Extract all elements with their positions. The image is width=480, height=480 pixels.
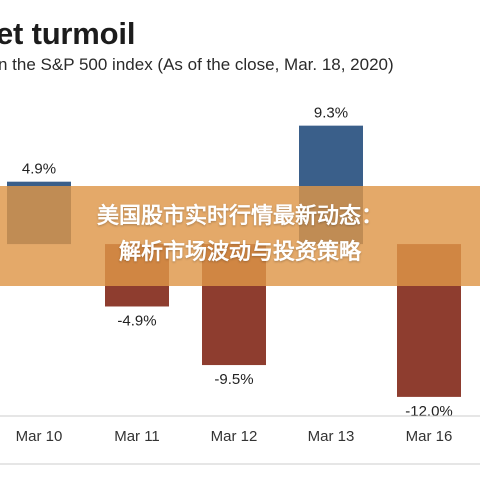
bar-value-label: 9.3% [314, 105, 348, 122]
overlay-headline-line2: 解析市场波动与投资策略 [118, 239, 361, 264]
bar-value-label: -9.5% [214, 371, 253, 388]
overlay-headline-line1: 美国股市实时行情最新动态： [96, 203, 383, 228]
chart-subtitle: n the S&P 500 index (As of the close, Ma… [0, 55, 394, 74]
bar-value-label: -4.9% [117, 312, 156, 329]
overlay-banner [0, 186, 480, 286]
bar-value-label: -12.0% [405, 403, 453, 420]
x-tick-label: Mar 11 [114, 428, 160, 445]
x-tick-label: Mar 10 [16, 428, 63, 445]
bar-value-label: 4.9% [22, 161, 56, 178]
x-tick-label: Mar 12 [211, 428, 258, 445]
x-tick-label: Mar 16 [406, 428, 453, 445]
overlay-headline: 美国股市实时行情最新动态： 解析市场波动与投资策略 [0, 198, 480, 270]
x-tick-label: Mar 13 [308, 428, 355, 445]
chart-title: et turmoil [0, 16, 136, 51]
